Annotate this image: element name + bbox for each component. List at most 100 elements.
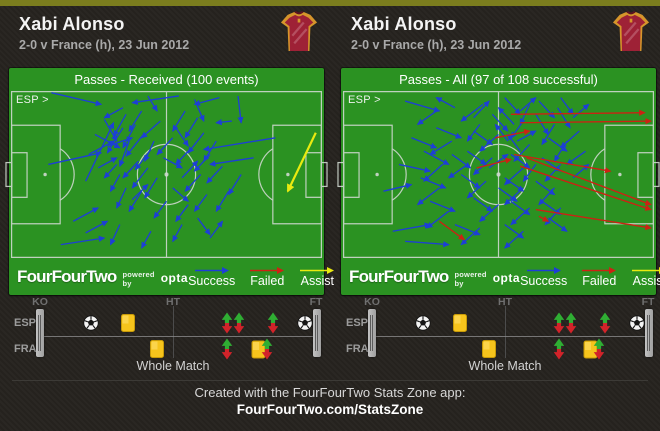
pass-arrow-success xyxy=(144,177,158,199)
pass-arrow-success xyxy=(103,163,118,179)
fourfourtwo-logo: FourFourTwo xyxy=(349,266,449,286)
pass-arrow-success xyxy=(131,95,180,106)
legend-bar: FourFourTwo powered by opta Success Fail… xyxy=(9,258,335,295)
pass-map-panel-left: Passes - Received (100 events) xyxy=(5,68,335,295)
kickoff-label: KO xyxy=(364,296,380,308)
pass-arrow-success xyxy=(202,137,276,152)
pitch-svg xyxy=(5,91,328,259)
pass-arrow-success xyxy=(147,95,158,112)
pass-arrow-success xyxy=(473,197,494,212)
top-accent-bar xyxy=(0,0,660,6)
pass-arrow-success xyxy=(405,240,450,248)
pass-arrow-success xyxy=(184,117,199,139)
legend-bar: FourFourTwo powered by opta Success Fail… xyxy=(341,258,660,295)
pass-arrow-success xyxy=(398,163,432,174)
match-info: 2-0 v France (h), 23 Jun 2012 xyxy=(351,38,522,52)
pass-arrow-success xyxy=(103,107,124,119)
goal-ball-icon xyxy=(629,315,645,331)
powered-by-label: powered by xyxy=(122,269,155,288)
pass-arrow-success xyxy=(507,133,521,152)
assist-arrow-icon xyxy=(300,266,335,274)
pass-arrow-success xyxy=(51,92,103,107)
team-label-esp: ESP xyxy=(14,317,37,329)
powered-by-label: powered by xyxy=(454,269,487,288)
pass-arrow-failed xyxy=(520,165,652,211)
halftime-label: HT xyxy=(498,296,512,308)
pass-arrow-success xyxy=(119,140,130,168)
pass-arrow-success xyxy=(193,194,208,213)
pass-arrow-success xyxy=(423,163,443,182)
pass-arrow-success xyxy=(237,95,244,124)
panel-left-header: Xabi Alonso 2-0 v France (h), 23 Jun 201… xyxy=(9,8,324,68)
range-slider-start-handle[interactable] xyxy=(368,309,376,357)
pass-arrow-success xyxy=(141,230,152,249)
pass-arrow-success xyxy=(156,137,174,156)
pass-arrow-success xyxy=(116,187,127,209)
player-name: Xabi Alonso xyxy=(19,14,125,34)
pass-arrow-success xyxy=(504,224,525,239)
legend-success: Success xyxy=(520,266,567,288)
pass-arrow-success xyxy=(460,227,481,246)
panel-right-header: Xabi Alonso 2-0 v France (h), 23 Jun 201… xyxy=(341,8,656,68)
failed-arrow-icon xyxy=(250,266,285,274)
goal-ball-icon xyxy=(297,315,313,331)
pass-arrow-success xyxy=(197,217,211,236)
pass-arrow-success xyxy=(416,187,440,206)
pass-arrow-success xyxy=(209,220,224,239)
opta-logo: opta xyxy=(492,270,521,285)
legend-items: Success Failed Assist xyxy=(188,266,335,288)
pass-arrow-success xyxy=(516,130,537,142)
range-slider-end-handle[interactable] xyxy=(645,309,653,357)
panel-right: Xabi Alonso 2-0 v France (h), 23 Jun 201… xyxy=(337,8,660,379)
branding: FourFourTwo powered by opta xyxy=(349,266,520,288)
pass-arrow-success xyxy=(85,220,109,234)
range-slider-end-handle[interactable] xyxy=(313,309,321,357)
pass-arrow-failed xyxy=(495,129,531,139)
pass-arrow-success xyxy=(423,150,450,166)
pass-arrow-success xyxy=(473,100,490,119)
yellow-card-icon xyxy=(150,340,165,358)
pass-arrow-success xyxy=(140,120,161,139)
pass-arrow-success xyxy=(144,140,155,163)
pass-arrow-success xyxy=(109,224,121,246)
goal-ball-icon xyxy=(415,315,431,331)
pass-arrow-success xyxy=(519,96,537,112)
pass-arrow-success xyxy=(436,127,463,139)
pass-arrow-success xyxy=(504,97,521,116)
pass-arrow-success xyxy=(503,230,524,249)
pass-arrow-failed xyxy=(538,215,550,222)
pass-arrow-failed xyxy=(439,220,466,241)
pass-arrow-success xyxy=(228,174,242,196)
success-arrow-icon xyxy=(526,266,561,274)
pass-arrow-success xyxy=(566,150,586,166)
pass-arrow-success xyxy=(451,153,472,169)
pass-arrow-success xyxy=(106,127,124,154)
halftime-tick xyxy=(173,306,174,358)
pass-arrow-success xyxy=(172,187,190,202)
chart-title: Passes - Received (100 events) xyxy=(74,72,259,87)
pass-arrow-failed xyxy=(513,153,612,174)
pass-arrow-success xyxy=(544,207,562,226)
pass-arrow-success xyxy=(541,124,556,146)
pass-arrow-success xyxy=(416,110,437,125)
pass-arrow-failed xyxy=(510,109,646,116)
yellow-card-icon xyxy=(452,314,467,332)
fulltime-label: FT xyxy=(309,296,323,308)
pass-arrow-failed xyxy=(520,118,652,125)
pass-arrow-success xyxy=(88,140,115,156)
pass-arrow-success xyxy=(405,100,441,113)
pass-arrow-success xyxy=(215,190,230,213)
pitch-left: ESP > xyxy=(5,91,328,259)
pass-arrow-success xyxy=(466,123,481,142)
range-slider-start-handle[interactable] xyxy=(36,309,44,357)
legend-assist: Assist xyxy=(299,266,335,288)
match-timeline-right: KO HT FT ESP FRA Whole Match xyxy=(341,295,656,379)
failed-arrow-icon xyxy=(582,266,617,274)
pass-arrow-success xyxy=(522,164,537,182)
pass-arrow-success xyxy=(497,106,515,125)
pass-arrow-success xyxy=(172,224,183,243)
pass-arrow-success xyxy=(547,137,568,152)
pass-arrow-success xyxy=(175,147,192,166)
pass-arrow-success xyxy=(538,100,556,119)
panel-left: Xabi Alonso 2-0 v France (h), 23 Jun 201… xyxy=(5,8,335,379)
